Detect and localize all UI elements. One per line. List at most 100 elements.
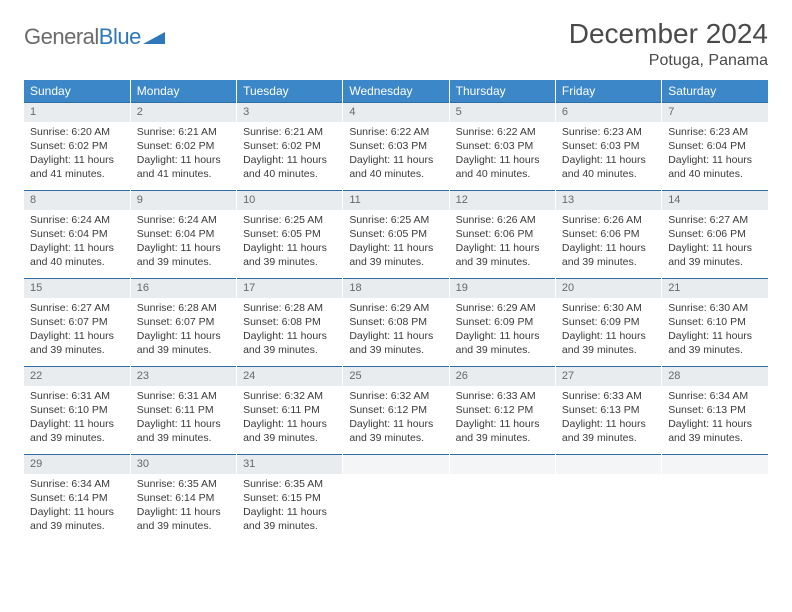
daylight-line: Daylight: 11 hours and 39 minutes.	[668, 417, 762, 445]
day-info: Sunrise: 6:24 AMSunset: 6:04 PMDaylight:…	[24, 210, 130, 272]
day-number: 4	[343, 102, 448, 122]
daylight-line: Daylight: 11 hours and 39 minutes.	[562, 329, 655, 357]
sunrise-line: Sunrise: 6:32 AM	[349, 389, 442, 403]
sunrise-line: Sunrise: 6:29 AM	[349, 301, 442, 315]
calendar-cell	[555, 454, 661, 542]
brand-part2: Blue	[99, 24, 141, 50]
sunrise-line: Sunrise: 6:27 AM	[30, 301, 124, 315]
sunrise-line: Sunrise: 6:32 AM	[243, 389, 336, 403]
daylight-line: Daylight: 11 hours and 39 minutes.	[30, 417, 124, 445]
calendar-cell: 24Sunrise: 6:32 AMSunset: 6:11 PMDayligh…	[237, 366, 343, 454]
day-number: 14	[662, 190, 768, 210]
sunset-line: Sunset: 6:06 PM	[562, 227, 655, 241]
header: GeneralBlue December 2024 Potuga, Panama	[24, 18, 768, 70]
day-info: Sunrise: 6:26 AMSunset: 6:06 PMDaylight:…	[450, 210, 555, 272]
sunset-line: Sunset: 6:04 PM	[668, 139, 762, 153]
calendar-row: 15Sunrise: 6:27 AMSunset: 6:07 PMDayligh…	[24, 278, 768, 366]
sunset-line: Sunset: 6:14 PM	[137, 491, 230, 505]
day-info: Sunrise: 6:31 AMSunset: 6:10 PMDaylight:…	[24, 386, 130, 448]
day-info: Sunrise: 6:29 AMSunset: 6:08 PMDaylight:…	[343, 298, 448, 360]
col-saturday: Saturday	[662, 80, 768, 102]
calendar-row: 29Sunrise: 6:34 AMSunset: 6:14 PMDayligh…	[24, 454, 768, 542]
day-number: 16	[131, 278, 236, 298]
calendar-cell: 6Sunrise: 6:23 AMSunset: 6:03 PMDaylight…	[555, 102, 661, 190]
calendar-cell: 14Sunrise: 6:27 AMSunset: 6:06 PMDayligh…	[662, 190, 768, 278]
day-number: 12	[450, 190, 555, 210]
sunrise-line: Sunrise: 6:28 AM	[243, 301, 336, 315]
weekday-header-row: Sunday Monday Tuesday Wednesday Thursday…	[24, 80, 768, 102]
brand-triangle-icon	[143, 24, 165, 50]
day-number: 31	[237, 454, 342, 474]
day-number: 22	[24, 366, 130, 386]
sunrise-line: Sunrise: 6:34 AM	[668, 389, 762, 403]
sunset-line: Sunset: 6:03 PM	[349, 139, 442, 153]
sunrise-line: Sunrise: 6:28 AM	[137, 301, 230, 315]
calendar-cell: 16Sunrise: 6:28 AMSunset: 6:07 PMDayligh…	[130, 278, 236, 366]
day-info: Sunrise: 6:32 AMSunset: 6:11 PMDaylight:…	[237, 386, 342, 448]
calendar-cell: 30Sunrise: 6:35 AMSunset: 6:14 PMDayligh…	[130, 454, 236, 542]
day-info: Sunrise: 6:20 AMSunset: 6:02 PMDaylight:…	[24, 122, 130, 184]
sunset-line: Sunset: 6:13 PM	[668, 403, 762, 417]
sunset-line: Sunset: 6:05 PM	[349, 227, 442, 241]
calendar-cell: 13Sunrise: 6:26 AMSunset: 6:06 PMDayligh…	[555, 190, 661, 278]
col-sunday: Sunday	[24, 80, 130, 102]
calendar-cell: 5Sunrise: 6:22 AMSunset: 6:03 PMDaylight…	[449, 102, 555, 190]
sunset-line: Sunset: 6:12 PM	[456, 403, 549, 417]
sunrise-line: Sunrise: 6:33 AM	[456, 389, 549, 403]
day-info: Sunrise: 6:27 AMSunset: 6:07 PMDaylight:…	[24, 298, 130, 360]
sunset-line: Sunset: 6:07 PM	[137, 315, 230, 329]
sunrise-line: Sunrise: 6:31 AM	[30, 389, 124, 403]
day-info: Sunrise: 6:32 AMSunset: 6:12 PMDaylight:…	[343, 386, 448, 448]
calendar-body: 1Sunrise: 6:20 AMSunset: 6:02 PMDaylight…	[24, 102, 768, 542]
day-number: 9	[131, 190, 236, 210]
daylight-line: Daylight: 11 hours and 39 minutes.	[456, 417, 549, 445]
daylight-line: Daylight: 11 hours and 39 minutes.	[137, 417, 230, 445]
sunset-line: Sunset: 6:06 PM	[668, 227, 762, 241]
day-info: Sunrise: 6:30 AMSunset: 6:09 PMDaylight:…	[556, 298, 661, 360]
calendar-page: GeneralBlue December 2024 Potuga, Panama…	[0, 0, 792, 542]
sunrise-line: Sunrise: 6:35 AM	[137, 477, 230, 491]
location-subtitle: Potuga, Panama	[569, 52, 768, 70]
calendar-cell: 17Sunrise: 6:28 AMSunset: 6:08 PMDayligh…	[237, 278, 343, 366]
day-info: Sunrise: 6:35 AMSunset: 6:15 PMDaylight:…	[237, 474, 342, 536]
day-info: Sunrise: 6:22 AMSunset: 6:03 PMDaylight:…	[343, 122, 448, 184]
day-number: 3	[237, 102, 342, 122]
calendar-cell: 21Sunrise: 6:30 AMSunset: 6:10 PMDayligh…	[662, 278, 768, 366]
day-info: Sunrise: 6:35 AMSunset: 6:14 PMDaylight:…	[131, 474, 236, 536]
day-info	[343, 474, 448, 479]
calendar-cell: 29Sunrise: 6:34 AMSunset: 6:14 PMDayligh…	[24, 454, 130, 542]
day-info: Sunrise: 6:23 AMSunset: 6:04 PMDaylight:…	[662, 122, 768, 184]
day-number	[556, 454, 661, 474]
day-info: Sunrise: 6:30 AMSunset: 6:10 PMDaylight:…	[662, 298, 768, 360]
sunset-line: Sunset: 6:03 PM	[562, 139, 655, 153]
daylight-line: Daylight: 11 hours and 40 minutes.	[562, 153, 655, 181]
daylight-line: Daylight: 11 hours and 41 minutes.	[30, 153, 124, 181]
day-info: Sunrise: 6:34 AMSunset: 6:13 PMDaylight:…	[662, 386, 768, 448]
col-monday: Monday	[130, 80, 236, 102]
daylight-line: Daylight: 11 hours and 39 minutes.	[30, 329, 124, 357]
sunrise-line: Sunrise: 6:24 AM	[30, 213, 124, 227]
daylight-line: Daylight: 11 hours and 40 minutes.	[243, 153, 336, 181]
col-tuesday: Tuesday	[237, 80, 343, 102]
calendar-cell: 12Sunrise: 6:26 AMSunset: 6:06 PMDayligh…	[449, 190, 555, 278]
sunset-line: Sunset: 6:12 PM	[349, 403, 442, 417]
day-info: Sunrise: 6:28 AMSunset: 6:07 PMDaylight:…	[131, 298, 236, 360]
calendar-cell: 2Sunrise: 6:21 AMSunset: 6:02 PMDaylight…	[130, 102, 236, 190]
sunrise-line: Sunrise: 6:23 AM	[668, 125, 762, 139]
sunrise-line: Sunrise: 6:20 AM	[30, 125, 124, 139]
sunset-line: Sunset: 6:09 PM	[456, 315, 549, 329]
day-number: 18	[343, 278, 448, 298]
day-info: Sunrise: 6:21 AMSunset: 6:02 PMDaylight:…	[237, 122, 342, 184]
day-info: Sunrise: 6:34 AMSunset: 6:14 PMDaylight:…	[24, 474, 130, 536]
day-info	[450, 474, 555, 479]
sunrise-line: Sunrise: 6:34 AM	[30, 477, 124, 491]
day-number: 24	[237, 366, 342, 386]
day-number: 10	[237, 190, 342, 210]
day-info: Sunrise: 6:31 AMSunset: 6:11 PMDaylight:…	[131, 386, 236, 448]
calendar-cell: 9Sunrise: 6:24 AMSunset: 6:04 PMDaylight…	[130, 190, 236, 278]
calendar-cell: 1Sunrise: 6:20 AMSunset: 6:02 PMDaylight…	[24, 102, 130, 190]
day-number: 2	[131, 102, 236, 122]
sunrise-line: Sunrise: 6:30 AM	[668, 301, 762, 315]
day-number: 13	[556, 190, 661, 210]
calendar-cell: 22Sunrise: 6:31 AMSunset: 6:10 PMDayligh…	[24, 366, 130, 454]
